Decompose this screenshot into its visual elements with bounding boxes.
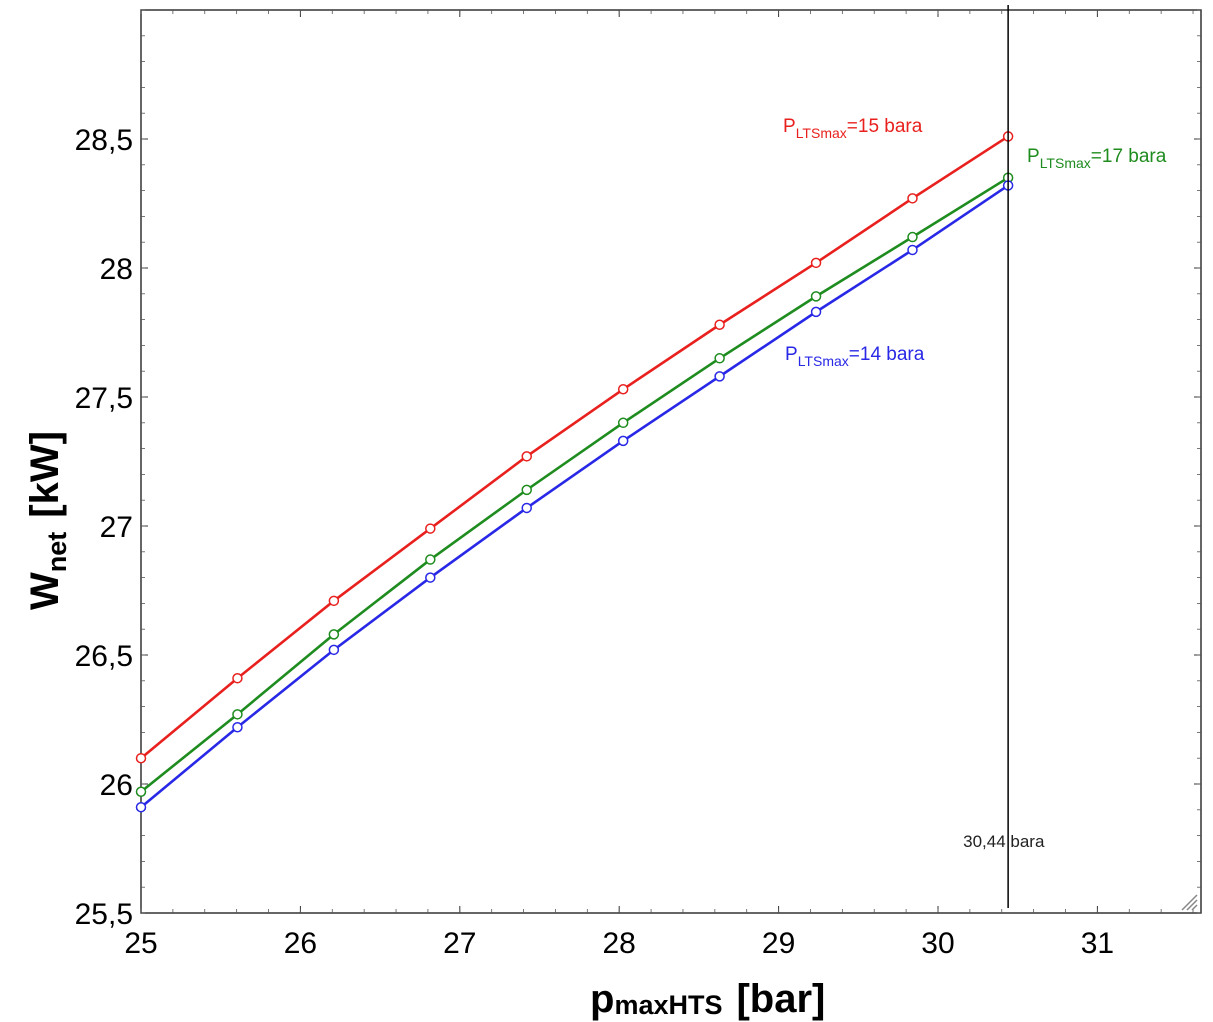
x-axis-title: pmaxHTS [bar] [590,977,825,1021]
series-2-point [521,502,532,514]
series-1-point [425,554,436,565]
series-1-point [714,353,725,364]
reference-line-layer: 30,44 bara [963,5,1045,908]
series-2-point [328,644,340,656]
series-layer [135,131,1014,813]
reference-line-label: 30,44 bara [963,832,1045,851]
resize-grip-icon [1181,894,1198,911]
series-label-red: PLTSmax=15 bara [783,116,923,141]
x-tick-label: 26 [284,927,317,960]
series-1-point [907,231,918,243]
series-label-green: PLTSmax=17 bara [1027,146,1167,171]
series-1-point [135,786,147,797]
series-line-2 [140,184,1009,809]
series-2-point [810,306,822,318]
x-tick-label: 28 [603,927,636,960]
y-tick-label: 28,5 [75,124,133,157]
series-1-point [810,291,822,302]
y-tick-label: 27,5 [75,382,133,415]
series-0-point [232,672,243,684]
y-tick-label: 26 [100,769,133,802]
series-label-blue: PLTSmax=14 bara [785,344,925,369]
y-tick-label: 28 [100,253,133,286]
series-line-0 [140,135,1009,760]
x-tick-label: 27 [443,927,476,960]
y-tick-label: 25,5 [75,898,133,931]
series-2-point [425,572,436,583]
series-0-point [521,451,532,462]
series-0-point [810,257,822,269]
series-0-point [328,595,340,607]
series-0-point [135,752,147,764]
series-1-point [232,709,243,720]
series-2-point [907,244,918,256]
y-tick-label: 27 [100,511,133,544]
series-2-point [135,801,147,813]
x-tick-label: 29 [762,927,795,960]
series-0-point [617,384,629,395]
series-2-point [714,371,725,382]
y-axis-title: Wnet[kW] [23,431,72,610]
series-1-point [328,629,340,640]
x-tick-label: 25 [124,927,157,960]
x-tick-label: 31 [1081,927,1114,960]
series-0-point [714,319,725,331]
series-line-1 [140,176,1009,793]
plot-frame [140,9,1202,914]
series-1-point [617,417,629,429]
y-tick-label: 26,5 [75,640,133,673]
x-tick-label: 30 [921,927,954,960]
series-0-point [907,193,918,204]
series-2-point [232,721,243,733]
axis-ticks: 25 26 27 28 29 30 31 25,5 26 26,5 27 27,5 28 28,5 [75,9,1201,960]
series-2-point [617,435,629,447]
series-1-point [521,484,532,496]
series-0-point [425,523,436,534]
